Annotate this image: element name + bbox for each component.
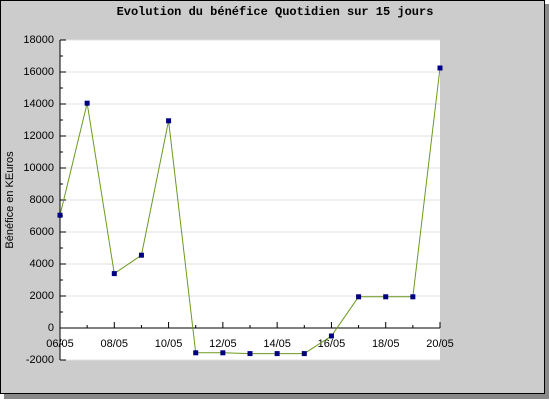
point-marker <box>111 271 117 277</box>
x-tick-label: 12/05 <box>209 338 237 350</box>
point-marker <box>138 252 144 258</box>
point-marker <box>301 351 307 357</box>
chart-title: Evolution du bénéfice Quotidien sur 15 j… <box>117 5 434 19</box>
x-tick-label: 06/05 <box>46 338 74 350</box>
y-tick-label: 10000 <box>23 162 54 174</box>
x-tick-label: 14/05 <box>263 338 291 350</box>
point-marker <box>410 294 416 300</box>
point-marker <box>274 351 280 357</box>
y-tick-label: 18000 <box>23 34 54 46</box>
point-marker <box>356 294 362 300</box>
point-marker <box>166 118 172 124</box>
x-tick-label: 18/05 <box>372 338 400 350</box>
point-marker <box>247 351 253 357</box>
point-marker <box>328 333 334 339</box>
y-tick-label: 16000 <box>23 66 54 78</box>
x-tick-label: 10/05 <box>155 338 183 350</box>
point-marker <box>57 212 63 218</box>
x-tick-label: 08/05 <box>101 338 129 350</box>
y-tick-label: 0 <box>48 322 54 334</box>
x-tick-label: 16/05 <box>318 338 346 350</box>
y-tick-label: 8000 <box>30 194 54 206</box>
y-tick-label: 12000 <box>23 130 54 142</box>
y-axis-label: Bénéfice en KEuros <box>4 151 16 249</box>
y-tick-label: -2000 <box>26 354 54 366</box>
y-tick-label: 6000 <box>30 226 54 238</box>
y-tick-label: 2000 <box>30 290 54 302</box>
y-tick-label: 14000 <box>23 98 54 110</box>
point-marker <box>383 294 389 300</box>
x-tick-label: 20/05 <box>426 338 454 350</box>
point-marker <box>193 350 199 356</box>
point-marker <box>437 65 443 71</box>
y-tick-label: 4000 <box>30 258 54 270</box>
point-marker <box>84 100 90 106</box>
point-marker <box>220 350 226 356</box>
